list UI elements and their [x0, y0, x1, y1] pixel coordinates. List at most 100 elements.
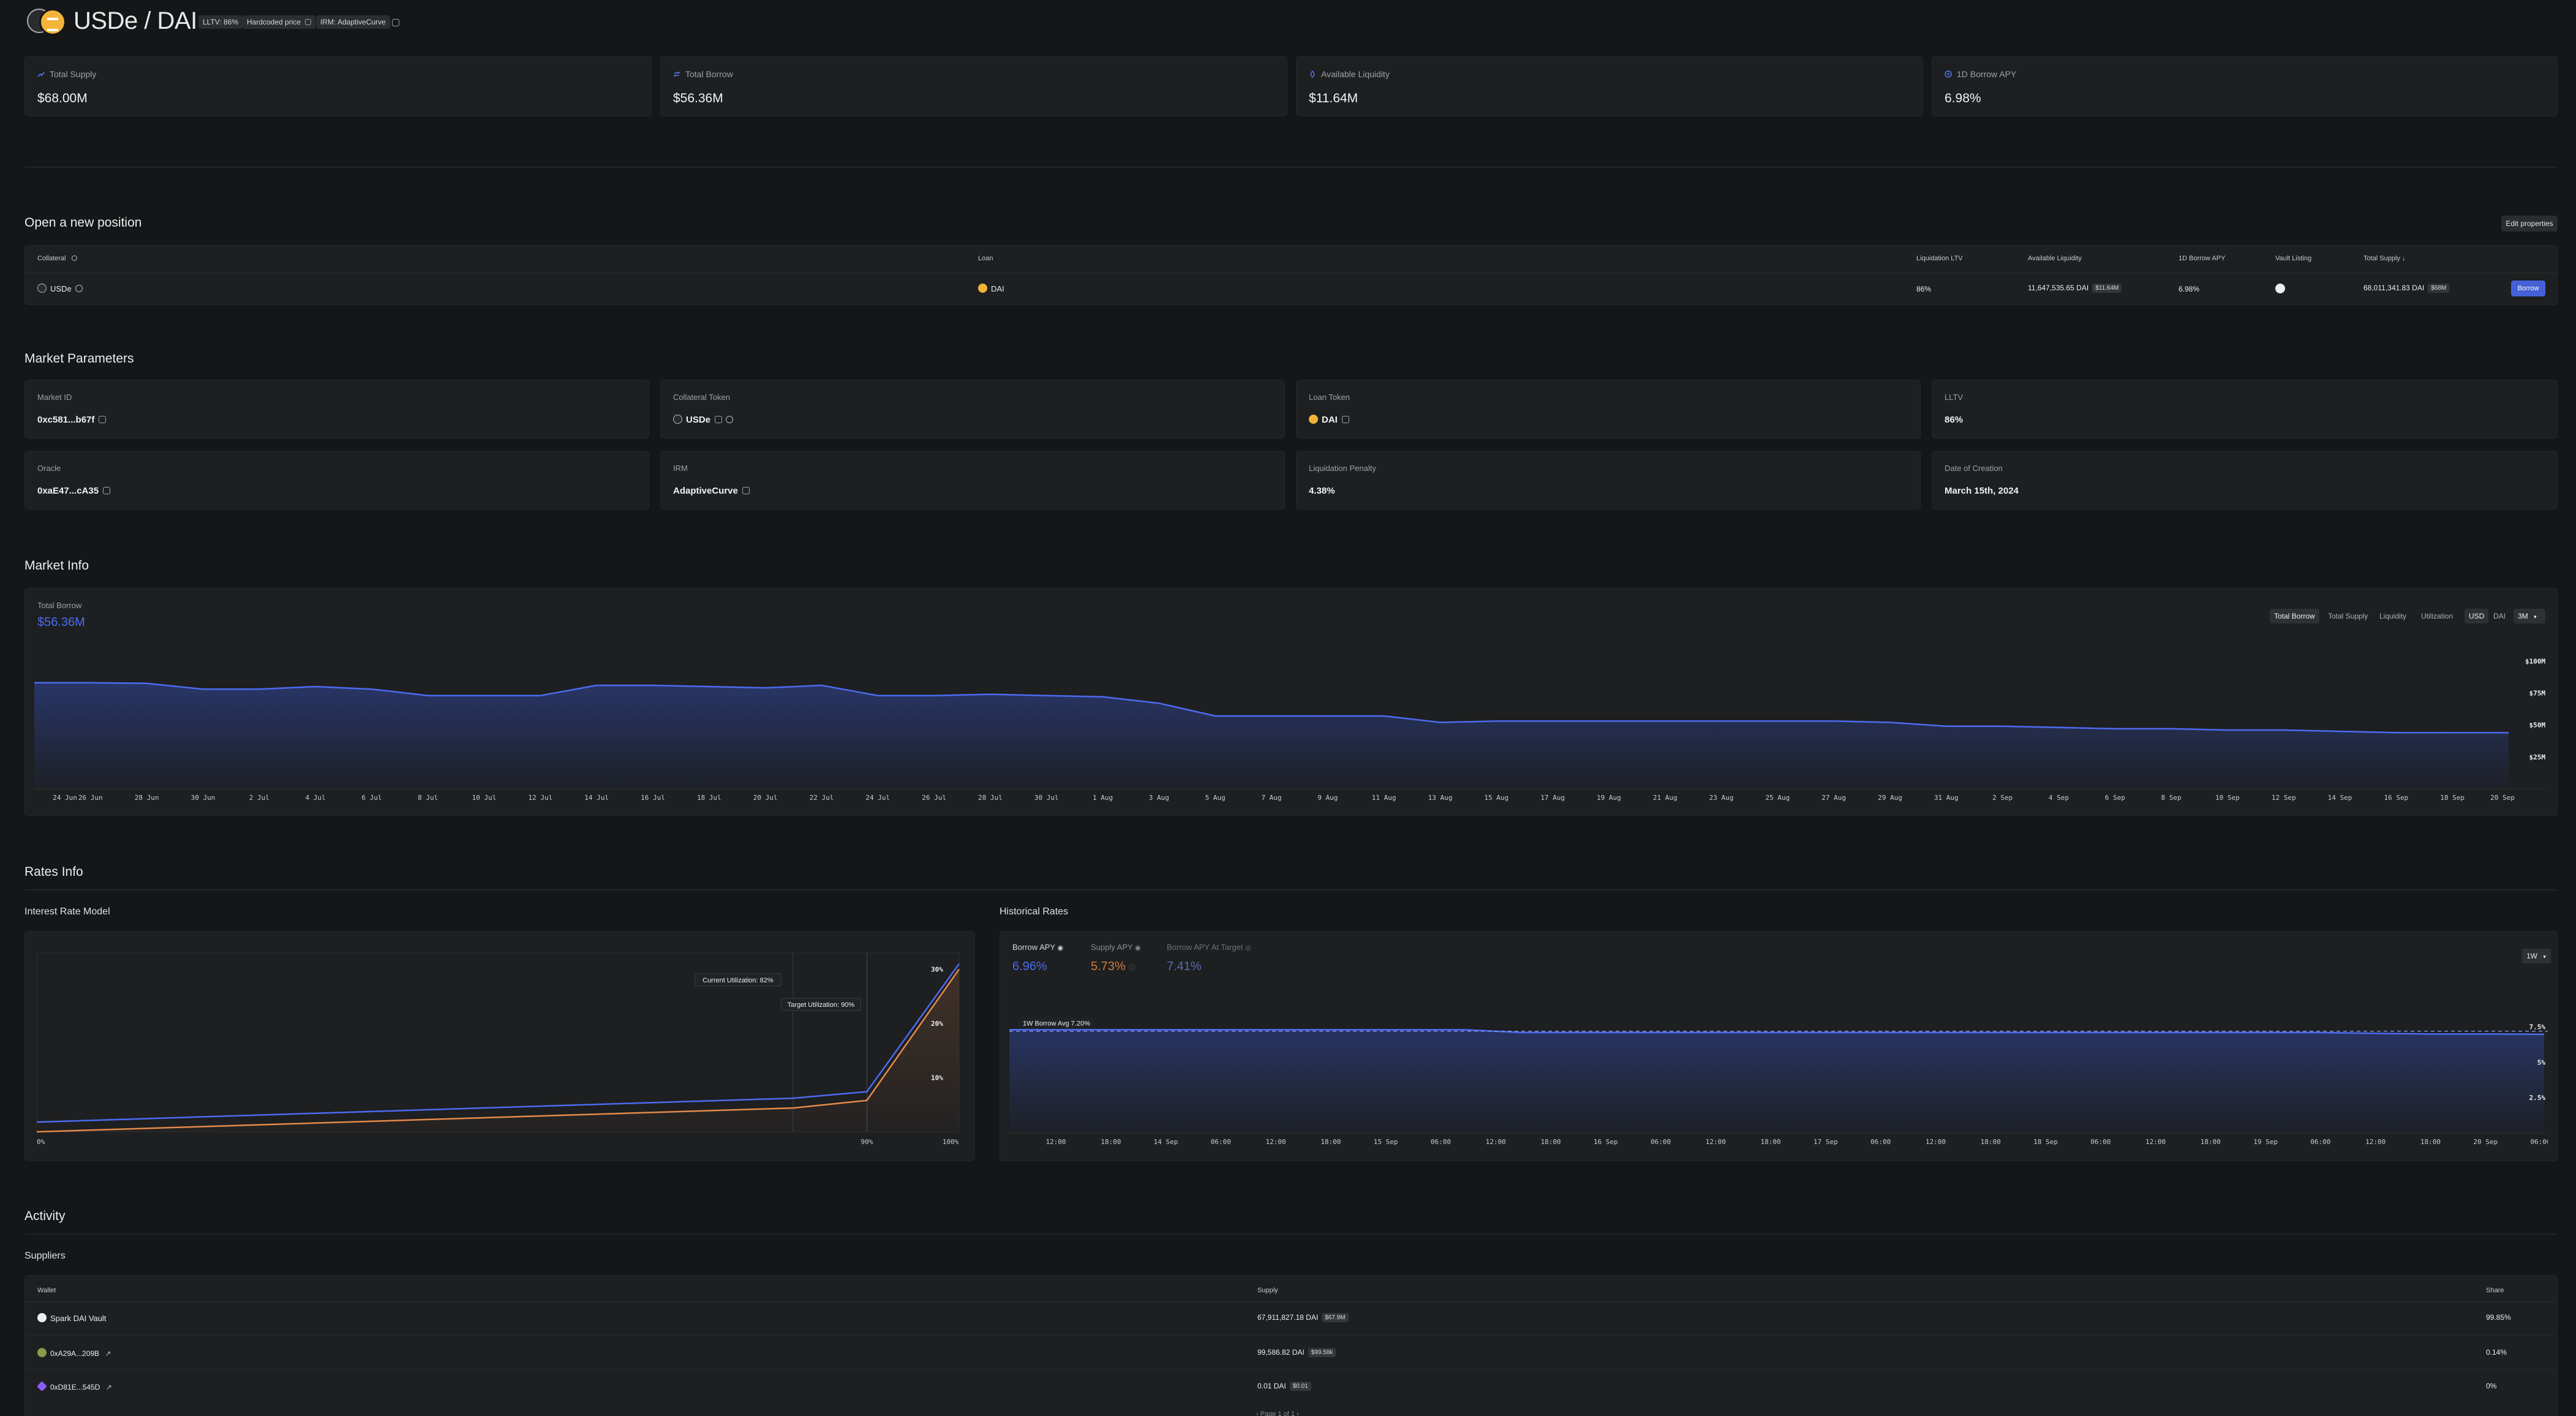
copy-icon[interactable] — [103, 487, 111, 494]
x-tick-label: 12 Sep — [2272, 794, 2296, 802]
param-label: Liquidation Penalty — [1309, 464, 1376, 473]
avatar — [37, 1348, 47, 1357]
edit-properties-button[interactable]: Edit properties — [2501, 216, 2558, 232]
x-tick-label: 18 Sep — [2440, 794, 2465, 802]
table-row[interactable]: 0xD81E...545D ↗ 0.01 DAI $0.01 0% — [25, 1369, 2557, 1403]
current-util-label: Current Utilization: 82% — [702, 977, 774, 984]
hist-range-select[interactable]: 1W ▾ — [2521, 949, 2551, 963]
suppliers-title: Suppliers — [24, 1251, 66, 1261]
swap-icon — [673, 71, 680, 77]
eye-off-icon: ◎ — [1245, 944, 1251, 952]
dai-icon — [1309, 415, 1318, 424]
stat-card-total-borrow: Total Borrow $56.36M — [660, 56, 1287, 116]
series-line — [1009, 1029, 2545, 1035]
param-value: 4.38% — [1309, 486, 1335, 496]
prev-icon[interactable]: ‹ — [1256, 1410, 1259, 1416]
col-supply[interactable]: Total Supply ↓ — [2363, 255, 2406, 262]
x-tick-label: 24 Jul — [865, 794, 890, 802]
historical-rates-chart[interactable]: 1W Borrow Avg 7.20% 7.5% 5% 2.5% 12:00 18:00 1… — [1009, 1002, 2548, 1155]
param-loan-token: Loan Token DAI — [1296, 380, 1921, 439]
tab-dai[interactable]: DAI — [2493, 612, 2506, 620]
tab-utilization[interactable]: Utilization — [2421, 612, 2454, 620]
param-irm: IRM AdaptiveCurve — [660, 451, 1285, 510]
eye-icon: ◉ — [1135, 944, 1141, 952]
tab-usd[interactable]: USD — [2465, 609, 2489, 623]
table-row[interactable]: Spark DAI Vault 67,911,827.18 DAI $67.9M … — [25, 1302, 2557, 1335]
param-label: Collateral Token — [673, 393, 730, 402]
x-tick-label: 18:00 — [2201, 1138, 2221, 1146]
col-loan: Loan — [978, 255, 993, 262]
info-icon — [305, 19, 312, 25]
x-tick-label: 06:00 — [1431, 1138, 1451, 1146]
external-link-icon[interactable]: ↗ — [105, 1349, 111, 1358]
legend-borrow-apy[interactable]: Borrow APY ◉ — [1012, 943, 1064, 952]
tab-liquidity[interactable]: Liquidity — [2379, 612, 2407, 620]
param-value: 0xc581...b67f — [37, 415, 107, 425]
x-tick-label: 5 Aug — [1205, 794, 1226, 802]
section-title-new-position: Open a new position — [24, 216, 142, 230]
pagination[interactable]: ‹ Page 1 of 1 › — [1256, 1410, 1299, 1416]
series-line — [34, 682, 2509, 734]
x-tick-label: 12:00 — [1706, 1138, 1726, 1146]
x-tick-label: 20 Sep — [2490, 794, 2515, 802]
borrow-apy-value: 6.96% — [1012, 960, 1047, 973]
total-borrow-chart[interactable]: $100M $75M $50M $25M 24 Jun 26 Jun 28 Jun 30 Ju… — [34, 637, 2548, 808]
callout-box — [780, 998, 861, 1011]
param-label: LLTV — [1945, 393, 1964, 402]
param-lltv: LLTV 86% — [1932, 380, 2558, 439]
wallet-cell: 0xD81E...545D ↗ — [37, 1381, 112, 1392]
tab-total-borrow[interactable]: Total Borrow — [2270, 609, 2319, 623]
x-tick-label: 14 Sep — [2328, 794, 2352, 802]
x-tick-label: 28 Jun — [135, 794, 159, 802]
info-icon: ⓘ — [1129, 965, 1136, 972]
col-liquidity: Available Liquidity — [2028, 255, 2082, 262]
x-tick-label: 16 Sep — [1594, 1138, 1618, 1146]
y-tick-label: $100M — [2525, 657, 2545, 665]
y-tick-label: 30% — [931, 966, 943, 974]
stat-label: 1D Borrow APY — [1957, 69, 2017, 79]
irm-chart[interactable]: 30% 20% 10% 0% 90% 100% Current Utilization: 8… — [34, 941, 965, 1153]
table-row[interactable]: 0xA29A...209B ↗ 99,586.82 DAI $99.58k 0.1… — [25, 1336, 2557, 1369]
usde-icon — [37, 284, 47, 293]
range-select[interactable]: 3M ▾ — [2514, 609, 2545, 623]
divider — [24, 167, 2556, 168]
section-title-rates: Rates Info — [24, 865, 83, 879]
copy-icon[interactable] — [715, 416, 723, 423]
price-badge-label: Hardcoded price — [247, 18, 301, 26]
copy-icon[interactable] — [392, 18, 399, 29]
x-tick-label: 25 Aug — [1765, 794, 1790, 802]
callout-box — [695, 973, 781, 987]
x-tick-label: 10 Sep — [2215, 794, 2240, 802]
next-icon[interactable]: › — [1297, 1410, 1299, 1416]
x-tick-label: 18:00 — [1981, 1138, 2001, 1146]
external-link-icon[interactable]: ↗ — [105, 1383, 112, 1392]
suppliers-table: Wallet Supply Share Spark DAI Vault 67,9… — [24, 1275, 2558, 1416]
tab-total-supply[interactable]: Total Supply — [2328, 612, 2368, 620]
param-label: Date of Creation — [1945, 464, 2003, 473]
supply-cell: 0.01 DAI $0.01 — [1257, 1382, 1311, 1391]
oracle-icon — [726, 416, 734, 423]
x-tick-label: 18:00 — [2420, 1138, 2441, 1146]
x-tick-label: 15 Sep — [1374, 1138, 1398, 1146]
x-tick-label: 20 Sep — [2473, 1138, 2498, 1146]
row-collateral: USDe — [37, 284, 83, 293]
x-tick-label: 100% — [943, 1138, 959, 1146]
y-tick-label: 20% — [931, 1020, 943, 1028]
x-tick-label: 12:00 — [1926, 1138, 1946, 1146]
series-area — [34, 682, 2509, 789]
x-tick-label: 06:00 — [1211, 1138, 1231, 1146]
y-tick-label: 10% — [931, 1074, 943, 1082]
copy-icon[interactable] — [99, 416, 107, 423]
legend-target-apy[interactable]: Borrow APY At Target ◎ — [1167, 943, 1251, 952]
spark-vault-icon[interactable] — [2275, 284, 2285, 293]
col-apy: 1D Borrow APY — [2179, 255, 2226, 262]
copy-icon[interactable] — [1341, 416, 1349, 423]
metric-value: $56.36M — [37, 616, 85, 629]
x-tick-label: 4 Sep — [2049, 794, 2069, 802]
price-badge[interactable]: Hardcoded price — [243, 15, 316, 29]
borrow-button[interactable]: Borrow — [2511, 281, 2545, 296]
copy-icon[interactable] — [742, 487, 750, 494]
chevron-down-icon: ▾ — [2543, 954, 2546, 960]
share-cell: 99.85% — [2486, 1313, 2511, 1322]
legend-supply-apy[interactable]: Supply APY ◉ — [1091, 943, 1141, 952]
